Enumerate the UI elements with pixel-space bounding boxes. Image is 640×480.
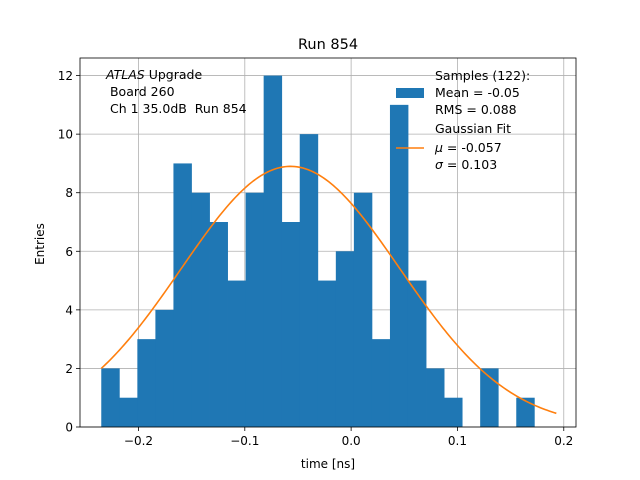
histogram-bar [335,251,355,427]
histogram-bar [155,309,174,427]
histogram-bar [191,192,210,427]
annotation-upgrade: Upgrade [145,67,203,82]
histogram-bars [101,75,535,428]
y-tick-label: 0 [65,421,73,435]
y-tick-label: 2 [65,362,73,376]
chart-title: Run 854 [298,37,358,53]
legend-samples-swatch [396,88,424,98]
y-tick-label: 6 [65,245,73,259]
legend-fit-mu: μ = -0.057 [434,140,502,155]
histogram-bar [407,280,427,427]
annotation-line-1: ATLAS Upgrade [105,67,202,82]
annotation-line-3: Ch 1 35.0dB Run 854 [106,101,247,116]
histogram-bar [227,280,247,427]
histogram-bar [245,192,265,427]
y-axis-ticks: 0 2 4 6 8 10 12 [58,69,80,435]
histogram-bar [480,368,499,427]
histogram-bar [317,280,337,427]
histogram-bar [426,368,445,427]
histogram-bar [281,222,301,427]
y-axis-label: Entries [33,223,47,265]
annotation-atlas: ATLAS [105,67,145,82]
histogram-bar [516,397,535,427]
histogram-bar [389,104,409,427]
y-tick-label: 8 [65,186,73,200]
histogram-bar [137,339,156,427]
atlas-annotation: ATLAS Upgrade Board 260 Ch 1 35.0dB Run … [105,67,247,116]
histogram-bar [119,397,138,427]
legend-samples-mean: Mean = -0.05 [435,85,520,100]
y-tick-label: 4 [65,303,73,317]
y-tick-label: 10 [58,128,73,142]
gaussian-fit [100,165,557,415]
histogram-bar [299,134,319,427]
legend-fit-label: Gaussian Fit [435,121,511,136]
x-tick-label: 0.1 [448,434,467,448]
x-axis-label: time [ns] [301,457,355,471]
legend-samples-label: Samples (122): [435,68,530,83]
x-tick-label: 0.0 [342,434,361,448]
histogram-bar [353,192,373,427]
gaussian-fit-curve [100,165,557,415]
y-tick-label: 12 [58,69,73,83]
histogram-bar [209,222,228,427]
annotation-line-2: Board 260 [106,84,175,99]
legend-fit-sigma: σ = 0.103 [435,157,497,172]
plot-frame [79,57,577,428]
legend-samples-rms: RMS = 0.088 [435,102,517,117]
legend-sigma-symbol: σ [435,157,444,172]
x-axis-ticks: −0.2 −0.1 0.0 0.1 0.2 [124,427,573,448]
legend-sigma-value: = 0.103 [443,157,497,172]
histogram-bar [444,397,463,427]
histogram-bar [263,75,283,428]
histogram-bar [173,163,192,427]
x-tick-label: −0.1 [230,434,259,448]
legend-mu-symbol: μ [434,140,443,155]
x-tick-label: −0.2 [124,434,153,448]
legend-mu-value: = -0.057 [443,140,502,155]
histogram-bar [371,339,391,427]
histogram-bar [101,368,120,427]
x-tick-label: 0.2 [554,434,573,448]
legend: Samples (122): Mean = -0.05 RMS = 0.088 … [396,68,530,172]
